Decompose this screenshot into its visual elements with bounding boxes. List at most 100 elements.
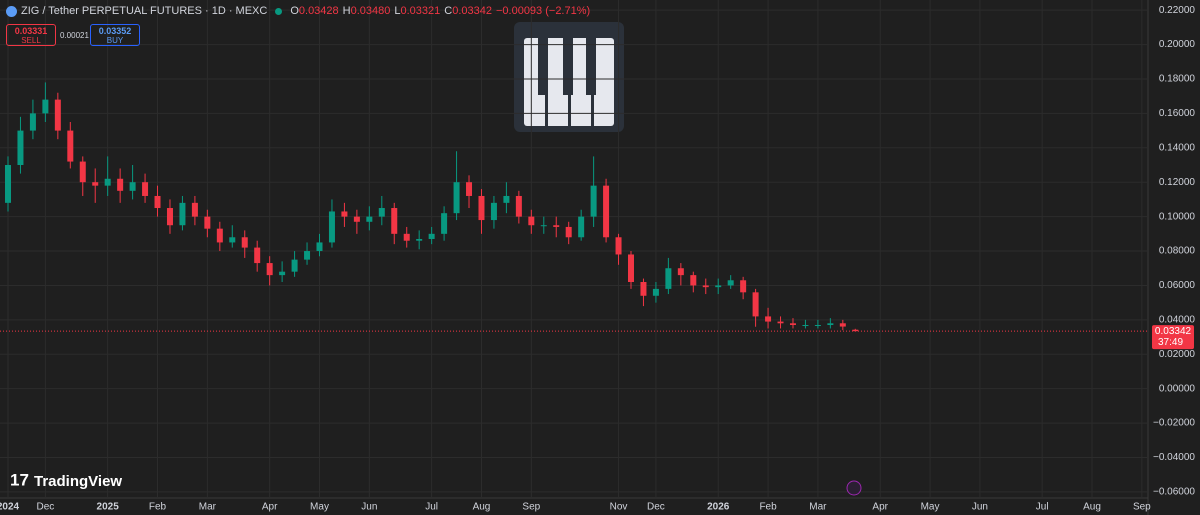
candle-body — [590, 185, 597, 217]
buy-price: 0.03352 — [98, 26, 132, 36]
candle-body — [839, 323, 846, 327]
candle-body — [117, 178, 124, 191]
candle-body — [827, 323, 834, 326]
candle-body — [304, 251, 311, 260]
candle-body — [603, 185, 610, 238]
countdown-label: 37:49 — [1158, 337, 1183, 348]
legend-header: ZIG / Tether PERPETUAL FUTURES · 1D · ME… — [6, 5, 590, 17]
ohlc-key: C — [444, 5, 453, 17]
candle-body — [92, 182, 99, 186]
x-tick-label: Dec — [647, 502, 665, 513]
candle-body — [727, 280, 734, 286]
candle-body — [129, 182, 136, 191]
candle-body — [104, 178, 111, 186]
x-tick-label: Apr — [262, 502, 278, 513]
candle-body — [353, 216, 360, 222]
candle-body — [266, 263, 273, 276]
candle-body — [503, 195, 510, 203]
ohlc-item: L0.03321 — [394, 5, 440, 17]
candle-body — [291, 259, 298, 272]
y-tick-label: 0.08000 — [1159, 246, 1196, 257]
candle-body — [79, 161, 86, 183]
candle-body — [241, 237, 248, 248]
symbol-title: ZIG / Tether PERPETUAL FUTURES · 1D · ME… — [21, 5, 268, 17]
candle-body — [515, 195, 522, 217]
candle-body — [690, 275, 697, 286]
x-tick-label: Apr — [872, 502, 888, 513]
y-tick-label: 0.18000 — [1159, 74, 1196, 85]
x-tick-label: Jun — [361, 502, 377, 513]
y-tick-label: 0.06000 — [1159, 280, 1196, 291]
last-price-box — [1152, 325, 1194, 350]
candle-body — [191, 202, 198, 217]
ohlc-item: C0.03342 — [444, 5, 492, 17]
candle-body — [154, 195, 161, 209]
candle-body — [142, 182, 149, 196]
candle-body — [814, 325, 821, 327]
ohlc-key: L — [394, 5, 401, 17]
candle-body — [852, 329, 859, 332]
y-tick-label: 0.10000 — [1159, 211, 1196, 222]
candle-body — [752, 292, 759, 317]
candle-body — [428, 233, 435, 239]
candle-body — [802, 325, 809, 327]
candle-body — [540, 225, 547, 227]
y-tick-label: −0.04000 — [1153, 452, 1195, 463]
candle-body — [441, 213, 448, 234]
symbol-icon — [6, 5, 17, 17]
candle-body — [628, 254, 634, 283]
x-tick-label: Sep — [522, 502, 540, 513]
candle-body — [665, 268, 672, 289]
logo-mark: 17 — [10, 470, 29, 489]
spread: 0.00021 — [60, 31, 89, 40]
y-tick-label: 0.14000 — [1159, 142, 1196, 153]
x-tick-label: Jul — [425, 502, 438, 513]
ohlc-values: O0.03428 H0.03480 L0.03321 C0.03342 — [290, 5, 492, 17]
y-tick-label: 0.04000 — [1159, 314, 1196, 325]
candle-body — [702, 285, 709, 288]
y-tick-label: 0.02000 — [1159, 349, 1196, 360]
brand-name: TradingView — [34, 473, 122, 490]
x-tick-label: 2024 — [0, 502, 20, 513]
y-tick-label: −0.02000 — [1153, 418, 1195, 429]
ohlc-key: O — [290, 5, 299, 17]
ohlc-value: 0.03321 — [400, 5, 441, 17]
candle-body — [765, 316, 772, 322]
candle-body — [453, 182, 460, 214]
sell-button[interactable]: 0.03331 SELL — [6, 24, 56, 46]
x-tick-label: Aug — [473, 502, 491, 513]
candle-body — [279, 271, 286, 276]
candle-body — [328, 211, 335, 243]
candle-body — [391, 208, 398, 234]
candle-body — [403, 233, 410, 241]
candle-body — [578, 216, 585, 238]
ohlc-key: H — [342, 5, 351, 17]
piano-icon — [514, 22, 624, 132]
candle-body — [740, 280, 747, 293]
candle-body — [466, 182, 473, 196]
candle-body — [216, 228, 223, 243]
y-tick-label: 0.22000 — [1159, 5, 1196, 16]
candle-body — [366, 216, 373, 222]
buy-button[interactable]: 0.03352 BUY — [90, 24, 140, 46]
status-dot — [275, 7, 283, 15]
x-tick-label: 2025 — [97, 502, 120, 513]
event-icon[interactable] — [846, 480, 862, 496]
x-tick-label: Mar — [809, 502, 827, 513]
candle-body — [17, 130, 24, 166]
candle-body — [179, 202, 186, 226]
y-tick-label: 0.12000 — [1159, 177, 1196, 188]
y-tick-label: 0.20000 — [1159, 39, 1196, 50]
x-tick-label: 2026 — [707, 502, 730, 513]
sell-price: 0.03331 — [14, 26, 48, 36]
candle-body — [54, 99, 61, 131]
candle-body — [528, 216, 535, 226]
x-tick-label: Jul — [1036, 502, 1049, 513]
candle-body — [553, 225, 560, 227]
ohlc-item: H0.03480 — [343, 5, 391, 17]
candle-body — [789, 323, 796, 326]
candle-body — [204, 216, 211, 229]
